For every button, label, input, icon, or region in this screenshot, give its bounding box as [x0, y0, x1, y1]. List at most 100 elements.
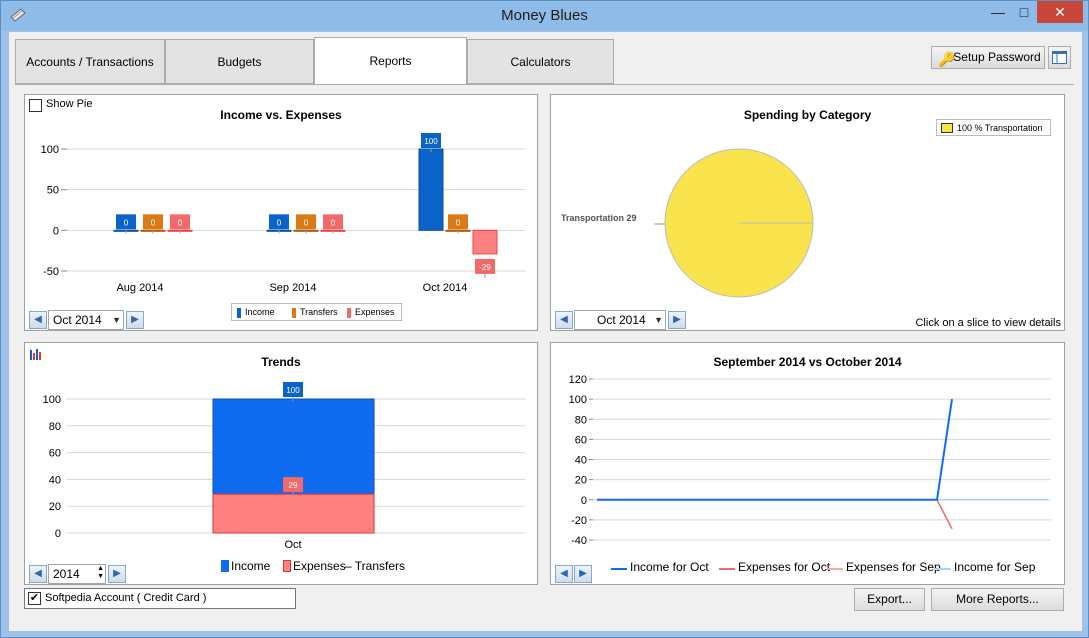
data-label: 0: [277, 218, 282, 227]
year-spinner[interactable]: 2014 ▲ ▼: [48, 564, 106, 584]
data-label-expenses: 29: [289, 481, 298, 490]
spin-arrows-icon[interactable]: ▲ ▼: [97, 565, 104, 580]
x-tick-label: Sep 2014: [269, 282, 316, 294]
y-tick-label: 80: [49, 421, 61, 433]
income-expenses-title: Income vs. Expenses: [220, 108, 342, 122]
maximize-button[interactable]: □: [1019, 4, 1029, 20]
data-label: 0: [151, 218, 156, 227]
data-label-bg: [448, 214, 468, 230]
income-expenses-legend: Income Transfers Expenses: [231, 303, 402, 321]
x-tick-label: Oct: [284, 539, 301, 551]
legend-income-oct: Income for Oct: [630, 560, 709, 574]
y-tick-label: 0: [55, 528, 61, 540]
pie-slice-label: Transportation 29: [561, 213, 637, 223]
month-select[interactable]: Oct 2014 ▼: [48, 310, 124, 330]
account-selector[interactable]: ✔ Softpedia Account ( Credit Card ): [24, 588, 296, 609]
legend-line-income-sep: [935, 568, 951, 570]
y-tick-label: 80: [575, 414, 587, 426]
spending-month-value: Oct 2014: [597, 313, 646, 327]
data-label-bg: [421, 133, 441, 148]
account-label: Softpedia Account ( Credit Card ): [45, 592, 207, 604]
spending-category-panel: Spending by Category 100 % Transportatio…: [550, 94, 1065, 331]
y-tick-label: 0: [53, 225, 59, 237]
legend-line-expenses-oct: [719, 568, 735, 570]
comparison-next-button[interactable]: ▶: [574, 565, 592, 583]
legend-income: Income: [245, 307, 275, 317]
y-tick-label: -50: [43, 266, 59, 278]
data-label-bg: [296, 214, 316, 230]
y-tick-label: -40: [571, 535, 587, 547]
close-button[interactable]: ✕: [1037, 1, 1083, 23]
data-label: 0: [124, 218, 129, 227]
data-label-bg: [269, 214, 289, 230]
data-label: 100: [424, 137, 438, 146]
spending-month-select[interactable]: Oct 2014 ▼: [574, 310, 666, 330]
income-expenses-chart[interactable]: 100 50 0 -50 Aug 2014 0 0 0 Sep 2014 0 0 0 Oct 2014 1…: [25, 125, 537, 300]
spending-legend: 100 % Transportation: [936, 119, 1051, 136]
legend-line-expenses-sep: [827, 568, 843, 570]
next-month-button[interactable]: ▶: [126, 311, 144, 329]
chevron-down-icon: ▼: [112, 315, 121, 325]
trends-legend-transfers: – Transfers: [345, 559, 406, 573]
trends-legend-expenses: Expenses: [293, 559, 346, 573]
series-line-income-for-oct: [597, 398, 953, 501]
month-select-value: Oct 2014: [53, 313, 102, 327]
account-checkbox[interactable]: ✔: [28, 592, 41, 605]
legend-swatch-expenses: [347, 308, 351, 318]
setup-password-label: Setup Password: [953, 50, 1041, 64]
comparison-chart[interactable]: 120 100 80 60 40 20 0 -20 -40: [551, 371, 1064, 553]
show-pie-checkbox[interactable]: [29, 99, 42, 112]
client-area: Accounts / Transactions Budgets Reports …: [9, 32, 1082, 631]
minimize-button[interactable]: —: [991, 4, 1005, 20]
x-tick-label: Aug 2014: [116, 282, 163, 294]
comparison-prev-button[interactable]: ◀: [555, 565, 573, 583]
title-bar[interactable]: Money Blues — □ ✕: [1, 1, 1088, 31]
more-reports-button[interactable]: More Reports...: [931, 588, 1064, 611]
spending-next-month-button[interactable]: ▶: [668, 311, 686, 329]
spending-prev-month-button[interactable]: ◀: [555, 311, 573, 329]
prev-month-button[interactable]: ◀: [29, 311, 47, 329]
legend-transfers: Transfers: [300, 307, 338, 317]
data-label-income-bg: [283, 382, 303, 397]
window-title: Money Blues: [501, 7, 588, 24]
bar-expenses: [472, 229, 498, 255]
y-tick-label: 60: [575, 434, 587, 446]
comparison-title: September 2014 vs October 2014: [713, 355, 902, 369]
y-tick-label: 50: [47, 185, 59, 197]
tab-budgets[interactable]: Budgets: [165, 39, 314, 84]
key-icon: 🔑: [938, 51, 956, 67]
layout-toggle-button[interactable]: [1048, 46, 1071, 69]
setup-password-button[interactable]: 🔑 Setup Password: [931, 46, 1045, 69]
data-label: 0: [304, 218, 309, 227]
bar-income: [418, 148, 444, 231]
legend-transportation: 100 % Transportation: [957, 123, 1043, 133]
tab-accounts-transactions[interactable]: Accounts / Transactions: [15, 39, 165, 84]
export-button[interactable]: Export...: [854, 588, 925, 611]
slice-hint: Click on a slice to view details: [915, 317, 1061, 329]
tab-calculators[interactable]: Calculators: [467, 39, 614, 84]
trends-prev-year-button[interactable]: ◀: [29, 565, 47, 583]
tab-reports[interactable]: Reports: [314, 37, 467, 84]
chart-type-icon[interactable]: [30, 348, 43, 360]
show-pie-label: Show Pie: [46, 98, 93, 110]
y-tick-label: 100: [569, 394, 587, 406]
data-label-bg: [116, 214, 136, 230]
trends-next-year-button[interactable]: ▶: [108, 565, 126, 583]
spending-pie-chart[interactable]: [551, 125, 1064, 305]
legend-swatch-transfers: [292, 308, 296, 318]
trends-title: Trends: [261, 355, 301, 369]
y-tick-label: 20: [575, 475, 587, 487]
app-logo-icon: [10, 8, 26, 22]
trends-chart[interactable]: 100 80 60 40 20 0 100 29 Oct: [25, 373, 537, 555]
legend-expenses: Expenses: [355, 307, 395, 317]
trends-panel: Trends 100 80 60 40 20 0 100 29 Oct Income Expen…: [24, 342, 538, 585]
data-label-bg: [323, 214, 343, 230]
y-tick-label: 20: [49, 501, 61, 513]
legend-swatch-transportation: [941, 123, 953, 133]
data-label-bg: [143, 214, 163, 230]
trends-legend-swatch-income: [221, 560, 229, 572]
data-label-income: 100: [286, 386, 300, 395]
bar-expenses: [212, 493, 375, 534]
y-tick-label: 40: [49, 474, 61, 486]
